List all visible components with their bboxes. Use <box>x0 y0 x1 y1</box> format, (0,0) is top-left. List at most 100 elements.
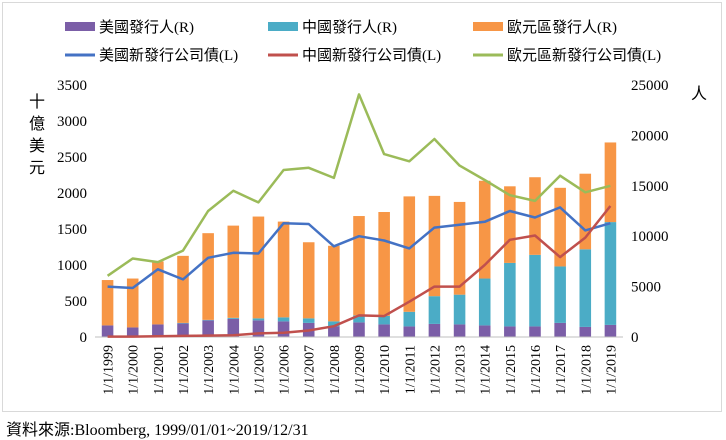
left-axis-title-char: 美 <box>29 137 45 155</box>
left-tick-label: 3500 <box>57 78 87 94</box>
bar-0-3 <box>177 323 189 337</box>
bar-2-15 <box>478 180 491 279</box>
bar-2-8 <box>302 242 315 319</box>
x-tick-label: 1/1/2009 <box>353 345 368 395</box>
legend-label-5: 歐元區新發行公司債(L) <box>507 47 661 64</box>
legend-label-4: 中國新發行公司債(L) <box>302 47 441 64</box>
bar-0-1 <box>126 327 139 337</box>
right-tick-label: 5000 <box>631 280 661 296</box>
bar-0-17 <box>529 326 541 337</box>
legend-swatch-1 <box>268 22 298 31</box>
x-tick-label: 1/1/2019 <box>604 345 619 395</box>
bar-1-7 <box>277 317 290 322</box>
left-axis-title-char: 億 <box>29 115 45 133</box>
left-tick-label: 1500 <box>57 222 87 238</box>
bar-2-17 <box>529 177 541 255</box>
bar-2-18 <box>554 187 566 267</box>
x-tick-label: 1/1/2015 <box>504 345 519 395</box>
right-axis-title: 人 <box>691 85 707 103</box>
x-tick-label: 1/1/2013 <box>454 345 469 395</box>
bar-0-5 <box>227 318 240 337</box>
right-tick-label: 0 <box>631 330 639 346</box>
x-tick-label: 1/1/2001 <box>152 345 167 395</box>
bar-0-19 <box>579 326 592 337</box>
x-tick-label: 1/1/2011 <box>403 345 418 394</box>
legend-swatch-2 <box>473 22 503 31</box>
bar-1-18 <box>554 266 566 323</box>
bar-0-7 <box>277 321 290 337</box>
bar-1-13 <box>428 296 441 324</box>
bar-1-11 <box>378 315 390 325</box>
left-tick-label: 2000 <box>57 186 87 202</box>
bar-2-7 <box>277 221 290 318</box>
line-series-2 <box>106 93 611 277</box>
source-note: 資料來源:Bloomberg, 1999/01/01~2019/12/31 <box>6 422 309 439</box>
bar-2-16 <box>504 186 516 263</box>
bar-1-3 <box>177 322 189 324</box>
legend-swatch-0 <box>65 22 95 31</box>
bar-2-12 <box>403 196 416 312</box>
bar-0-10 <box>353 322 365 337</box>
line-series-0 <box>107 206 611 290</box>
bar-2-6 <box>252 216 265 319</box>
bar-0-20 <box>604 324 617 337</box>
bar-1-20 <box>604 222 617 325</box>
bar-1-14 <box>453 294 466 325</box>
chart-frame: 美國發行人(R) 中國發行人(R) 歐元區發行人(R) 美國新發行公司債(L) 中國新發… <box>2 2 722 412</box>
bar-0-16 <box>504 326 516 337</box>
line-series-1 <box>107 205 612 338</box>
right-tick-label: 10000 <box>631 229 669 245</box>
bar-1-16 <box>504 262 516 327</box>
bar-0-4 <box>202 320 214 337</box>
bar-1-12 <box>403 311 416 327</box>
bar-2-0 <box>101 280 114 326</box>
bar-2-10 <box>353 216 365 316</box>
bar-1-6 <box>252 318 265 321</box>
bar-1-17 <box>529 254 541 327</box>
bar-2-9 <box>328 245 340 322</box>
bar-1-19 <box>579 249 592 327</box>
x-tick-label: 1/1/2016 <box>529 345 544 395</box>
bar-1-9 <box>328 321 340 327</box>
bar-1-4 <box>202 319 214 321</box>
legend-label-0: 美國發行人(R) <box>99 19 194 36</box>
bar-2-4 <box>202 233 214 320</box>
x-tick-label: 1/1/1999 <box>102 345 117 395</box>
bar-2-1 <box>126 278 139 328</box>
left-axis-title-char: 十 <box>29 93 45 111</box>
bar-1-5 <box>227 317 240 319</box>
right-tick-label: 15000 <box>631 179 669 195</box>
right-tick-label: 20000 <box>631 128 669 144</box>
bar-2-19 <box>579 173 592 250</box>
x-tick-label: 1/1/2000 <box>127 345 142 395</box>
legend-label-2: 歐元區發行人(R) <box>507 19 617 36</box>
x-tick-label: 1/1/2018 <box>579 345 594 395</box>
bar-1-15 <box>478 278 491 326</box>
bar-0-14 <box>453 324 466 337</box>
bar-2-11 <box>378 212 390 316</box>
bar-2-2 <box>152 261 164 325</box>
bar-2-13 <box>428 195 441 297</box>
chart-canvas: 美國發行人(R) 中國發行人(R) 歐元區發行人(R) 美國新發行公司債(L) 中國新發… <box>29 19 707 395</box>
legend-label-1: 中國發行人(R) <box>302 19 397 36</box>
left-axis-title-char: 元 <box>29 160 45 177</box>
bar-0-0 <box>101 325 114 337</box>
left-tick-label: 2500 <box>57 150 87 166</box>
x-tick-label: 1/1/2002 <box>177 345 192 395</box>
bar-2-3 <box>177 255 189 323</box>
left-tick-label: 500 <box>65 294 88 310</box>
left-tick-label: 1000 <box>57 258 87 274</box>
bar-0-15 <box>478 325 491 337</box>
left-tick-label: 3000 <box>57 114 87 130</box>
bar-2-14 <box>453 201 466 295</box>
bar-0-6 <box>252 320 265 337</box>
x-tick-label: 1/1/2007 <box>303 345 318 395</box>
x-tick-label: 1/1/2010 <box>378 345 393 395</box>
x-tick-label: 1/1/2012 <box>428 345 443 395</box>
bar-0-2 <box>152 324 164 337</box>
x-tick-label: 1/1/2017 <box>554 345 569 395</box>
x-tick-label: 1/1/2003 <box>202 345 217 395</box>
legend-label-3: 美國新發行公司債(L) <box>99 47 238 64</box>
bar-0-13 <box>428 323 441 337</box>
x-tick-label: 1/1/2004 <box>227 345 242 395</box>
